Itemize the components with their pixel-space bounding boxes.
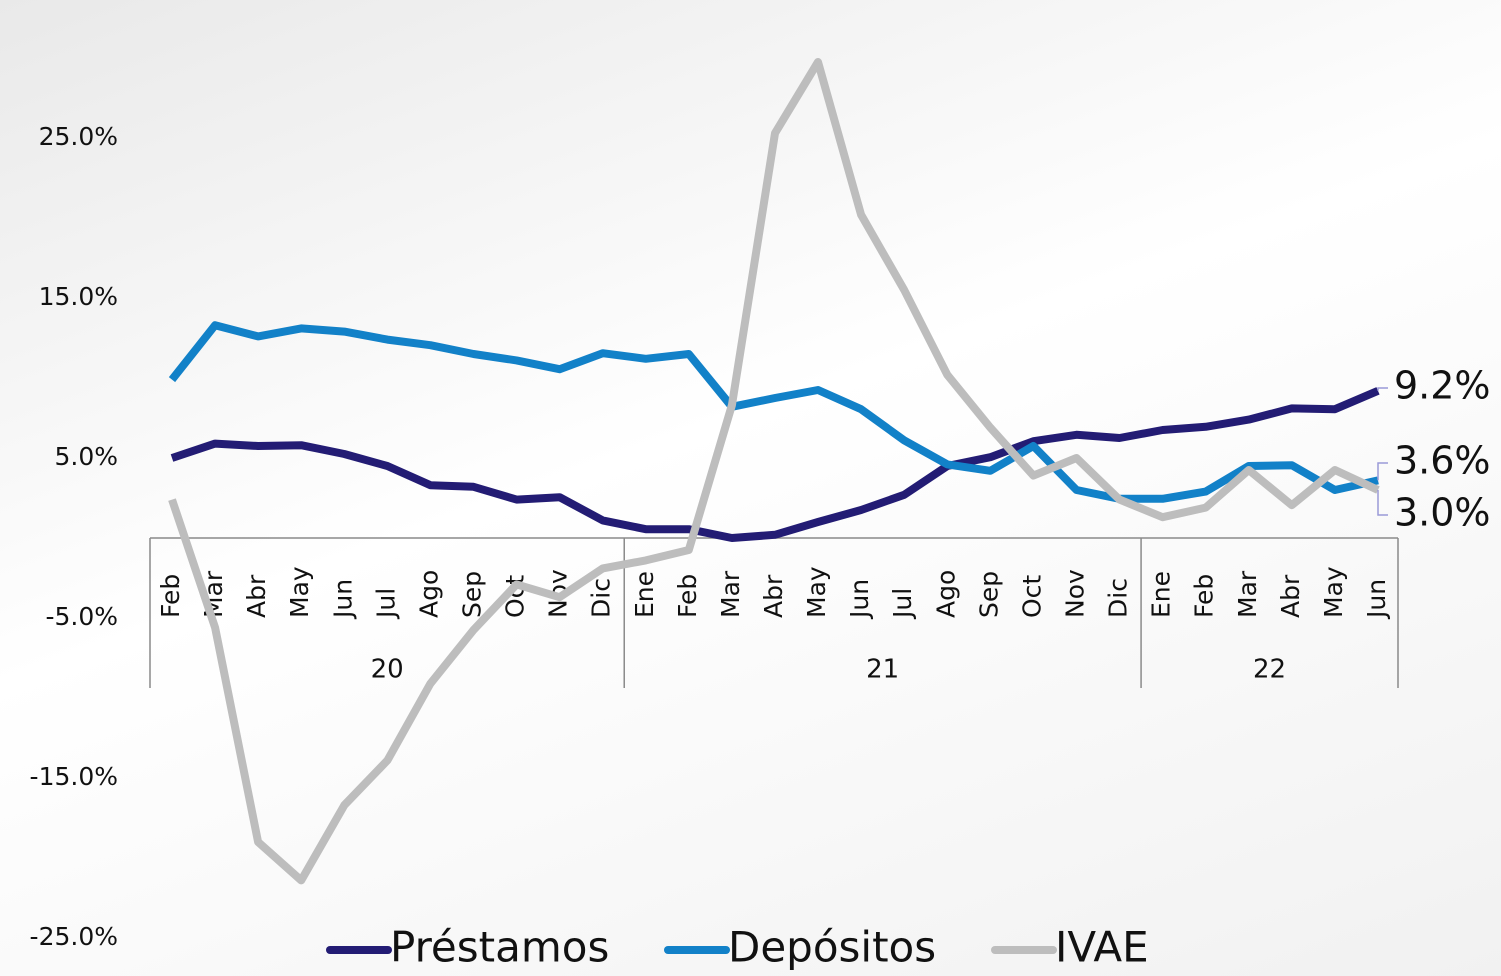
end-label: 3.0% [1394, 491, 1491, 535]
series-line [168, 321, 1379, 503]
x-tick-label: May [802, 566, 831, 618]
legend-label: Préstamos [390, 923, 609, 972]
x-tick-label: Jul [371, 588, 400, 620]
year-label: 21 [866, 655, 899, 685]
x-tick-label: Mar [716, 570, 745, 618]
y-tick-label: -25.0% [30, 922, 118, 951]
y-tick-label: -15.0% [30, 762, 118, 791]
x-tick-label: Sep [457, 571, 486, 618]
x-tick-label: May [285, 566, 314, 618]
y-tick-label: -5.0% [45, 602, 118, 631]
x-tick-label: Feb [1190, 574, 1219, 618]
x-tick-label: Nov [1060, 569, 1089, 618]
x-tick-label: Ene [1147, 571, 1176, 618]
x-tick-label: Sep [974, 571, 1003, 618]
end-label: 9.2% [1394, 364, 1491, 408]
x-tick-label: Feb [156, 574, 185, 618]
x-tick-label: Oct [1017, 575, 1046, 618]
year-label: 22 [1253, 655, 1286, 685]
x-tick-label: Ago [931, 570, 960, 618]
x-tick-label: Dic [587, 578, 616, 618]
year-label: 20 [371, 655, 404, 685]
x-tick-label: Abr [759, 574, 788, 618]
x-tick-label: Jun [1362, 579, 1391, 620]
x-tick-label: Mar [1233, 570, 1262, 618]
y-tick-label: 5.0% [54, 442, 118, 471]
x-tick-label: Jul [888, 588, 917, 620]
x-tick-label: Jun [845, 579, 874, 620]
x-tick-label: May [1319, 566, 1348, 618]
x-tick-label: Feb [673, 574, 702, 618]
x-tick-label: Jun [328, 579, 357, 620]
label-leader [1377, 387, 1388, 391]
series-line [168, 58, 1380, 885]
x-tick-label: Abr [242, 574, 271, 618]
label-leader [1377, 490, 1388, 516]
x-tick-label: Ene [630, 571, 659, 618]
y-tick-label: 15.0% [39, 282, 118, 311]
x-tick-label: Abr [1276, 574, 1305, 618]
x-tick-label: Dic [1104, 578, 1133, 618]
legend-label: IVAE [1055, 923, 1149, 972]
end-label: 3.6% [1394, 439, 1491, 483]
series-line [170, 387, 1380, 542]
legend-label: Depósitos [728, 923, 936, 972]
x-tick-label: Ago [414, 570, 443, 618]
y-tick-label: 25.0% [39, 122, 118, 151]
label-leader [1377, 462, 1388, 481]
